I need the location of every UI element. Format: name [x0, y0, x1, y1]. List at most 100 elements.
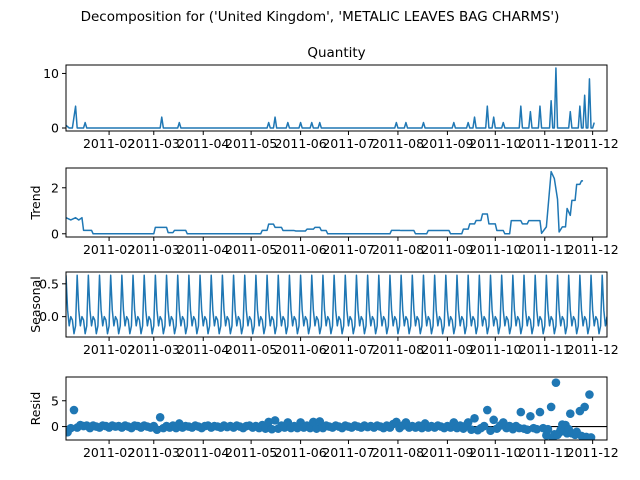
y-tick-label: 10 — [43, 66, 59, 81]
plot-area — [66, 67, 595, 129]
panel-2: Trend022011-022011-032011-042011-052011-… — [28, 167, 619, 257]
plot-area — [66, 170, 584, 235]
resid-point — [261, 424, 270, 433]
x-tick-label: 2011-03 — [128, 445, 180, 460]
x-tick-label: 2011-10 — [469, 242, 521, 257]
x-tick-label: 2011-07 — [322, 445, 374, 460]
x-tick-label: 2011-12 — [567, 342, 619, 357]
x-tick-label: 2011-06 — [274, 445, 326, 460]
resid-point — [585, 390, 594, 399]
x-tick-label: 2011-06 — [274, 136, 326, 151]
x-tick-label: 2011-11 — [519, 342, 571, 357]
x-tick-label: 2011-05 — [225, 342, 277, 357]
x-tick-label: 2011-09 — [421, 242, 473, 257]
x-tick-label: 2011-09 — [421, 136, 473, 151]
chart-suptitle: Decomposition for ('United Kingdom', 'ME… — [81, 9, 560, 25]
plot-area — [66, 378, 607, 440]
x-tick-label: 2011-02 — [83, 342, 135, 357]
x-tick-label: 2011-09 — [421, 445, 473, 460]
resid-point — [546, 402, 556, 412]
axis-frame — [65, 271, 608, 338]
panel-3: Seasonal0.00.52011-022011-032011-042011-… — [28, 271, 619, 357]
x-tick-label: 2011-04 — [177, 445, 229, 460]
axis-frame — [65, 167, 608, 238]
y-tick-label: 0 — [51, 121, 59, 136]
x-tick-label: 2011-02 — [83, 136, 135, 151]
resid-point — [535, 407, 545, 417]
series-line — [66, 170, 584, 235]
x-tick-label: 2011-04 — [177, 342, 229, 357]
x-tick-label: 2011-04 — [177, 136, 229, 151]
resid-point — [155, 412, 165, 422]
x-tick-label: 2011-03 — [128, 242, 180, 257]
x-tick-label: 2011-02 — [83, 445, 135, 460]
x-tick-label: 2011-06 — [274, 242, 326, 257]
resid-point — [66, 423, 76, 433]
x-tick-label: 2011-08 — [372, 242, 424, 257]
x-tick-label: 2011-12 — [567, 445, 619, 460]
seasonal-line — [66, 274, 607, 335]
panel-ylabel: Resid — [28, 392, 43, 426]
x-tick-label: 2011-11 — [519, 136, 571, 151]
y-tick-label: 5 — [51, 393, 59, 408]
axis-frame — [65, 64, 608, 132]
resid-point — [580, 402, 589, 412]
x-tick-label: 2011-07 — [322, 242, 374, 257]
x-tick-label: 2011-03 — [128, 136, 180, 151]
resid-point — [586, 433, 596, 440]
x-tick-label: 2011-10 — [469, 445, 521, 460]
y-tick-label: 0 — [51, 226, 59, 241]
resid-point — [489, 415, 498, 425]
x-tick-label: 2011-11 — [519, 242, 571, 257]
resid-point — [551, 378, 561, 387]
x-tick-label: 2011-11 — [519, 445, 571, 460]
panel-ylabel: Trend — [28, 185, 43, 220]
resid-point — [69, 405, 79, 415]
resid-point — [565, 409, 575, 418]
y-tick-label: 2 — [51, 180, 59, 195]
resid-point — [315, 417, 325, 426]
x-tick-label: 2011-12 — [567, 136, 619, 151]
x-tick-label: 2011-05 — [225, 242, 277, 257]
series-line — [66, 67, 595, 129]
x-tick-label: 2011-05 — [225, 136, 277, 151]
resid-point — [543, 424, 553, 434]
x-tick-label: 2011-07 — [322, 136, 374, 151]
x-tick-label: 2011-05 — [225, 445, 277, 460]
resid-point — [483, 405, 492, 415]
panel-4: Resid052011-022011-032011-042011-052011-… — [28, 376, 619, 460]
resid-point — [463, 418, 473, 427]
resid-point — [309, 417, 318, 427]
x-tick-label: 2011-03 — [128, 342, 180, 357]
resid-point — [467, 425, 476, 434]
x-tick-label: 2011-08 — [372, 445, 424, 460]
x-tick-label: 2011-04 — [177, 242, 229, 257]
panel-ylabel: Seasonal — [28, 276, 43, 333]
resid-point — [479, 421, 489, 431]
x-tick-label: 2011-07 — [322, 342, 374, 357]
x-tick-label: 2011-10 — [469, 342, 521, 357]
panels-group: Quantity0102011-022011-032011-042011-052… — [28, 45, 619, 460]
x-tick-label: 2011-02 — [83, 242, 135, 257]
panel-1: Quantity0102011-022011-032011-042011-052… — [43, 45, 619, 151]
y-tick-label: 0.5 — [39, 276, 59, 291]
x-tick-label: 2011-12 — [567, 242, 619, 257]
x-tick-label: 2011-08 — [372, 342, 424, 357]
y-tick-label: 0 — [51, 419, 59, 434]
resid-point — [516, 407, 526, 417]
x-tick-label: 2011-09 — [421, 342, 473, 357]
resid-point — [470, 414, 479, 423]
x-tick-label: 2011-10 — [469, 136, 521, 151]
y-tick-label: 0.0 — [39, 309, 59, 324]
resid-point — [532, 424, 542, 434]
resid-point — [526, 411, 535, 421]
panel-title: Quantity — [307, 45, 365, 61]
axis-frame — [65, 376, 608, 441]
resid-point — [270, 416, 280, 425]
resid-point — [267, 424, 277, 434]
x-tick-label: 2011-06 — [274, 342, 326, 357]
x-tick-label: 2011-08 — [372, 136, 424, 151]
resid-point — [312, 424, 321, 433]
plot-area — [66, 274, 607, 335]
